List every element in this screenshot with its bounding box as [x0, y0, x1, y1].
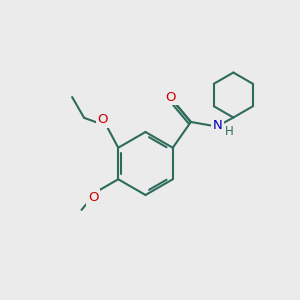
Text: O: O [166, 91, 176, 103]
Text: O: O [88, 191, 98, 204]
Text: N: N [212, 119, 222, 132]
Text: O: O [98, 113, 108, 126]
Text: H: H [224, 125, 233, 138]
